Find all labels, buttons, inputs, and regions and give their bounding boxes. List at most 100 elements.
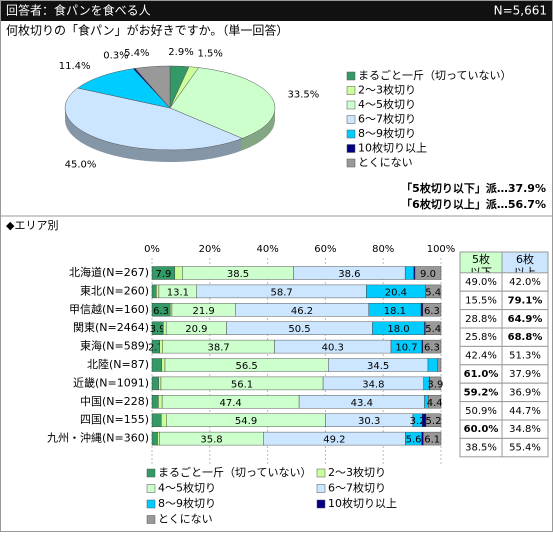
bar-segment (161, 414, 166, 427)
bar-segment (162, 359, 165, 372)
legend-label: 4～5枚切り (158, 481, 216, 495)
category-label: 四国(N=155) (80, 413, 149, 426)
bar-value-label: 20.4 (385, 287, 407, 298)
category-label: 関東(N=2464) (73, 321, 149, 334)
bar-value-label: 38.7 (207, 343, 229, 354)
header-n: N=5,661 (494, 4, 547, 18)
bar-value-label: 47.4 (219, 398, 241, 409)
table-value: 42.0% (509, 277, 541, 288)
bar-value-label: 38.5 (227, 269, 249, 280)
x-tick-label: 0% (144, 244, 160, 255)
pie-label: 33.5% (287, 90, 319, 101)
legend-swatch (347, 72, 355, 80)
legend-label: 2～3枚切り (358, 83, 416, 97)
bar-value-label: 34.5 (367, 361, 389, 372)
question: 何枚切りの「食パン」がお好きですか。（単一回答） (6, 23, 288, 38)
bar-segment (438, 359, 441, 372)
bar-segment (152, 432, 157, 445)
category-label: 近畿(N=1091) (73, 375, 149, 389)
area-label: ◆エリア別 (6, 219, 58, 232)
bar-value-label: 5.6 (406, 435, 422, 446)
legend-swatch (347, 101, 355, 109)
table-value: 60.0% (464, 424, 499, 435)
bar-value-label: 6.3 (424, 306, 440, 317)
legend-label: 4～5枚切り (358, 97, 416, 111)
legend-swatch (347, 130, 355, 138)
bar-value-label: 6.3 (424, 343, 440, 354)
legend-label: 6～7枚切り (328, 481, 386, 495)
header-title: 回答者：食パンを食べる人 (6, 3, 151, 18)
bar-value-label: 7.9 (155, 269, 171, 280)
pie-label: 1.5% (198, 48, 223, 59)
bar-segment (156, 285, 159, 298)
x-tick-label: 20% (199, 244, 221, 255)
legend-swatch (147, 469, 155, 477)
legend-label: とくにない (158, 513, 213, 526)
table-value: 59.2% (464, 387, 499, 398)
pie-label: 45.0% (65, 159, 97, 170)
bar-value-label: 21.9 (192, 306, 214, 317)
summary: 「5枚切り以下」派…37.9% (401, 181, 546, 195)
legend-label: 6～7枚切り (358, 112, 416, 126)
bar-value-label: 20.9 (185, 324, 207, 335)
table-value: 79.1% (508, 295, 543, 306)
category-label: 北陸(N=87) (87, 358, 149, 371)
bar-value-label: 49.2 (323, 435, 345, 446)
x-tick-label: 100% (427, 244, 456, 255)
table-header: 6枚 (516, 252, 534, 266)
pie-label: 11.4% (59, 61, 91, 72)
bar-segment (152, 395, 158, 408)
x-tick-label: 80% (372, 244, 394, 255)
bar-value-label: 34.8 (362, 379, 384, 390)
bar-segment (175, 267, 183, 280)
legend-label: 10枚切り以上 (358, 141, 427, 155)
bar-value-label: 38.6 (338, 269, 360, 280)
category-label: 甲信越(N=160) (69, 302, 149, 316)
table-value: 55.4% (509, 443, 541, 454)
legend-label: 8～9枚切り (358, 126, 416, 140)
bar-segment (163, 322, 166, 335)
bar-segment (160, 340, 163, 353)
legend-label: 2～3枚切り (328, 465, 386, 479)
bar-value-label: 40.3 (322, 343, 344, 354)
bar-value-label: 46.2 (291, 306, 313, 317)
bar-value-label: 5.4 (425, 324, 441, 335)
bar-value-label: 4.4 (427, 398, 443, 409)
bar-segment (421, 303, 423, 316)
bar-value-label: 18.1 (384, 306, 406, 317)
legend-swatch (347, 87, 355, 95)
bar-value-label: 54.9 (235, 416, 257, 427)
table-value: 61.0% (464, 369, 499, 380)
table-value: 64.9% (508, 314, 543, 325)
legend-swatch (347, 116, 355, 124)
bar-value-label: 56.1 (231, 379, 253, 390)
bar-segment (428, 359, 438, 372)
table-header: 5枚 (472, 252, 490, 266)
pie-label: 2.9% (168, 47, 193, 58)
table-value: 36.9% (509, 387, 541, 398)
legend-swatch (317, 469, 325, 477)
category-label: 北海道(N=267) (69, 265, 149, 279)
table-value: 34.8% (509, 424, 541, 435)
legend-swatch (147, 500, 155, 508)
legend-swatch (147, 516, 155, 524)
category-label: 中国(N=228) (80, 395, 149, 408)
bar-segment (152, 377, 159, 390)
bar-value-label: 18.0 (387, 324, 409, 335)
table-value: 50.9% (465, 406, 497, 417)
legend-swatch (317, 500, 325, 508)
bar-value-label: 35.8 (200, 435, 222, 446)
bar-value-label: 30.3 (358, 416, 380, 427)
bar-value-label: 13.1 (167, 287, 189, 298)
table-value: 15.5% (465, 295, 497, 306)
table-value: 38.5% (465, 443, 497, 454)
bar-segment (170, 303, 172, 316)
category-label: 九州・沖縄(N=360) (47, 431, 149, 445)
category-label: 東海(N=589) (80, 339, 149, 353)
bar-value-label: 10.7 (395, 343, 417, 354)
legend-label: まるごと一斤（切っていない） (358, 68, 511, 82)
bar-value-label: 9.0 (420, 269, 436, 280)
legend-swatch (147, 485, 155, 493)
